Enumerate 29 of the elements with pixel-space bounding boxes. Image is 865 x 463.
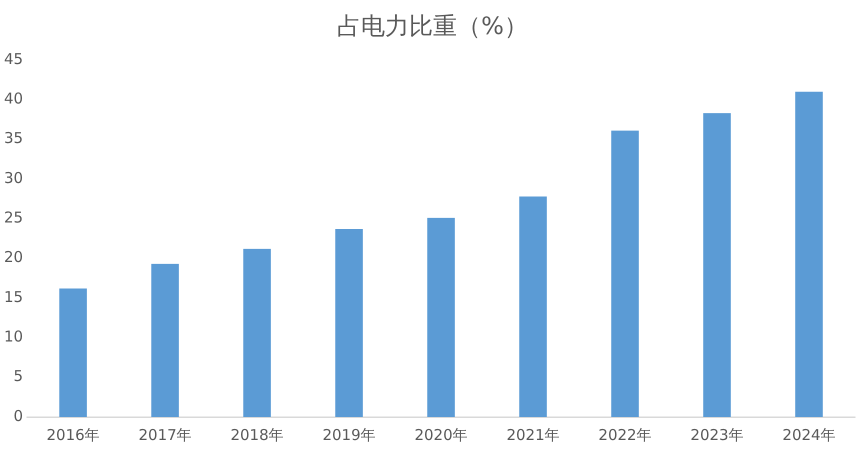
y-tick-label: 30 bbox=[4, 168, 24, 187]
bar bbox=[59, 288, 87, 417]
y-tick-label: 15 bbox=[4, 288, 24, 306]
x-tick-label: 2022年 bbox=[598, 426, 652, 444]
y-tick-label: 0 bbox=[14, 406, 24, 425]
y-tick-label: 25 bbox=[4, 208, 24, 227]
bar bbox=[519, 196, 547, 417]
x-tick-label: 2017年 bbox=[138, 426, 192, 444]
x-tick-label: 2020年 bbox=[414, 426, 468, 444]
y-tick-label: 45 bbox=[4, 50, 24, 68]
bar bbox=[703, 113, 731, 417]
bar bbox=[427, 218, 455, 417]
x-tick-label: 2023年 bbox=[690, 426, 744, 444]
bar bbox=[795, 92, 823, 417]
y-tick-label: 5 bbox=[14, 367, 24, 386]
x-tick-label: 2019年 bbox=[322, 426, 376, 444]
y-tick-label: 35 bbox=[4, 129, 24, 148]
x-tick-label: 2021年 bbox=[506, 426, 560, 444]
bar bbox=[151, 264, 179, 417]
y-tick-label: 20 bbox=[4, 248, 24, 266]
bar bbox=[243, 248, 271, 417]
x-tick-label: 2024年 bbox=[782, 426, 836, 444]
bar bbox=[611, 130, 639, 417]
y-tick-label: 10 bbox=[4, 328, 24, 346]
chart-title: 占电力比重（%） bbox=[336, 11, 529, 42]
bar bbox=[335, 228, 363, 417]
x-tick-label: 2018年 bbox=[230, 426, 284, 444]
y-tick-label: 40 bbox=[4, 90, 24, 108]
x-tick-label: 2016年 bbox=[46, 426, 100, 444]
